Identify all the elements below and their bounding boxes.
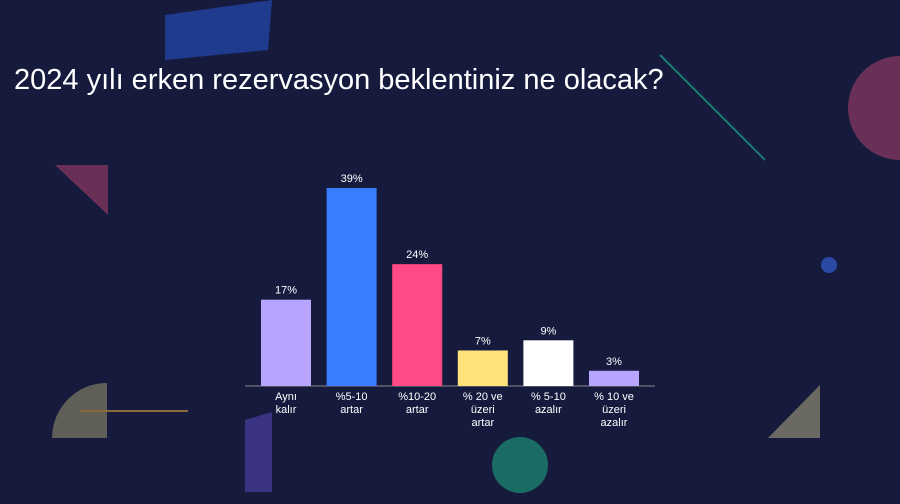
bar bbox=[589, 370, 639, 386]
decor bbox=[492, 437, 548, 493]
decor bbox=[245, 412, 272, 492]
decor bbox=[55, 165, 108, 215]
value-label: 17% bbox=[275, 285, 297, 297]
x-tick-label: % 10 ve üzeri azalır bbox=[594, 391, 634, 429]
bar bbox=[523, 340, 574, 386]
decor bbox=[768, 385, 820, 438]
x-tick-label: %5-10 artar bbox=[336, 391, 368, 416]
decor bbox=[848, 56, 900, 160]
bar bbox=[326, 188, 377, 386]
decor bbox=[659, 54, 766, 161]
value-label: 7% bbox=[475, 335, 491, 347]
value-label: 9% bbox=[540, 325, 556, 337]
x-tick-label: % 20 ve üzeri artar bbox=[463, 391, 503, 429]
x-tick-label: % 5-10 azalır bbox=[531, 391, 566, 416]
value-label: 24% bbox=[406, 249, 428, 261]
decor bbox=[821, 257, 837, 273]
bar bbox=[392, 264, 443, 386]
x-tick-label: Aynı kalır bbox=[275, 391, 297, 416]
bar bbox=[457, 350, 508, 386]
decor bbox=[52, 383, 107, 438]
x-tick-label: %10-20 artar bbox=[398, 391, 436, 416]
bar bbox=[261, 299, 311, 386]
decor bbox=[165, 0, 272, 60]
value-label: 3% bbox=[606, 356, 622, 368]
value-label: 39% bbox=[341, 173, 363, 185]
chart-title: 2024 yılı erken rezervasyon beklentiniz … bbox=[14, 64, 664, 96]
